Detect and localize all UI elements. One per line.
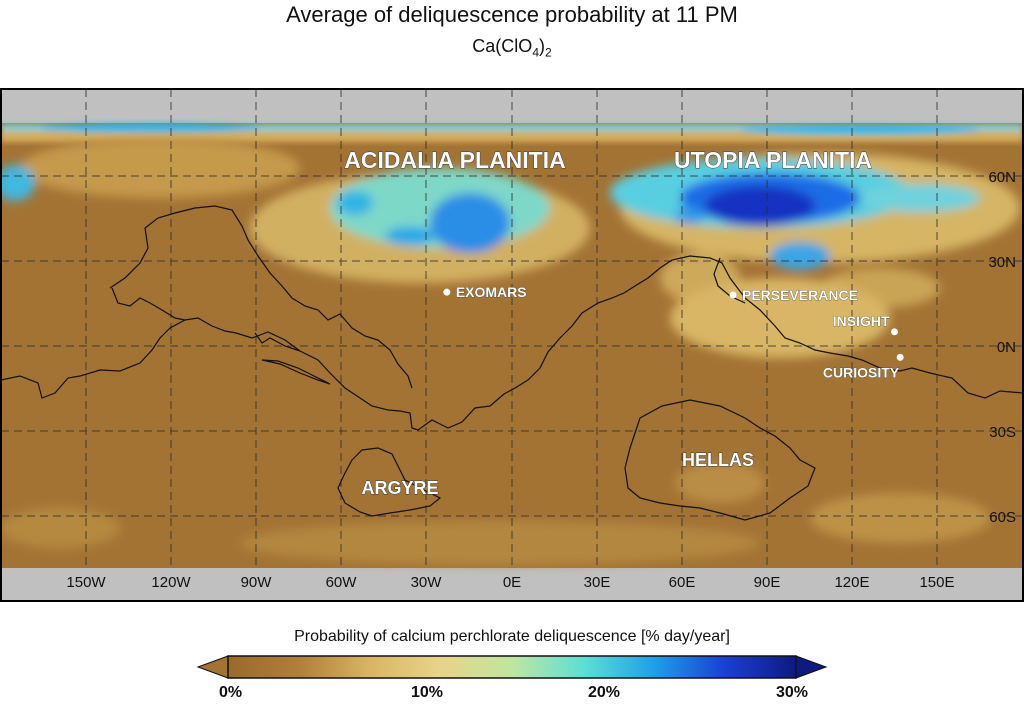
y-tick: 60S <box>989 509 1016 526</box>
y-tick: 60N <box>988 169 1016 186</box>
y-tick: 0N <box>997 339 1016 356</box>
site-marker-curiosity <box>896 353 904 361</box>
region-acidalia: ACIDALIA PLANITIA <box>344 147 565 173</box>
colorbar-extend-high <box>795 655 828 679</box>
colorbar-tick-30: 30% <box>776 684 809 701</box>
heatmap-blobs <box>0 138 1020 565</box>
site-label-perseverance: PERSEVERANCE <box>742 287 858 303</box>
landing-sites: EXOMARS PERSEVERANCE INSIGHT CURIOSITY <box>443 284 904 381</box>
topography-contours <box>0 205 1024 521</box>
site-marker-exomars <box>443 288 451 296</box>
region-argyre: ARGYRE <box>361 478 438 498</box>
x-tick: 30W <box>411 574 443 591</box>
x-tick: 30E <box>584 574 611 591</box>
site-label-insight: INSIGHT <box>833 313 890 329</box>
colorbar <box>196 655 828 679</box>
mars-map: ACIDALIA PLANITIA UTOPIA PLANITIA HELLAS… <box>0 88 1024 602</box>
x-tick: 60W <box>326 574 358 591</box>
colorbar-gradient <box>227 655 797 679</box>
y-tick: 30S <box>989 424 1016 441</box>
colorbar-label: Probability of calcium perchlorate deliq… <box>294 628 730 645</box>
x-tick: 60E <box>669 574 696 591</box>
site-label-curiosity: CURIOSITY <box>823 364 900 380</box>
colorbar-extend-low <box>196 655 229 679</box>
region-hellas: HELLAS <box>682 450 754 470</box>
colorbar-tick-10: 10% <box>411 684 444 701</box>
x-tick: 90W <box>241 574 273 591</box>
chart-title: Average of deliquescence probability at … <box>286 2 738 27</box>
y-axis-ticks: 60N 30N 0N 30S 60S <box>988 169 1016 526</box>
x-tick: 120W <box>151 574 191 591</box>
x-tick: 90E <box>754 574 781 591</box>
site-marker-perseverance <box>729 291 737 299</box>
x-tick: 150E <box>919 574 954 591</box>
y-tick: 30N <box>988 254 1016 271</box>
x-tick: 150W <box>66 574 106 591</box>
site-marker-insight <box>891 328 898 336</box>
region-utopia: UTOPIA PLANITIA <box>674 147 872 173</box>
map-frame <box>0 88 1024 602</box>
chart-subtitle: Ca(ClO4)2 <box>472 36 552 60</box>
x-axis-ticks: 150W 120W 90W 60W 30W 0E 30E 60E 90E 120… <box>66 574 954 591</box>
x-tick: 120E <box>834 574 869 591</box>
colorbar-tick-0: 0% <box>219 684 243 701</box>
colorbar-tick-20: 20% <box>588 684 621 701</box>
site-label-exomars: EXOMARS <box>456 284 527 300</box>
x-tick: 0E <box>503 574 521 591</box>
south-polar-mask <box>1 568 1023 601</box>
gridlines <box>1 89 1023 568</box>
region-labels: ACIDALIA PLANITIA UTOPIA PLANITIA HELLAS… <box>344 147 873 499</box>
